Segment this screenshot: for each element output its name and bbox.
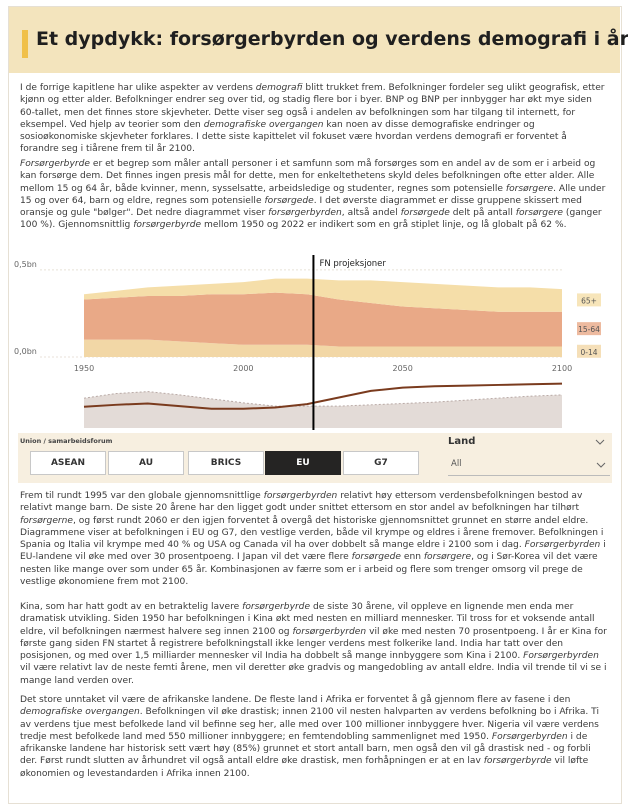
text-run: i EU-landene vil øke med over 30 prosent… (20, 540, 606, 563)
line (83, 391, 563, 407)
slicer-button[interactable]: BRICS (188, 451, 264, 475)
dropdown-label: Land (448, 436, 476, 447)
text-run: vil løfte økonomien og levestandarden i … (20, 756, 589, 779)
text-run: forsørgerne (20, 515, 74, 526)
text-run: forsørgere (423, 552, 472, 563)
text-run: kan noen av disse demografiske endringer… (20, 119, 567, 155)
y-tick-label: 0,0bn (14, 347, 37, 356)
area (84, 391, 562, 428)
text-run: relativt høy ettersom verdensbefolkninge… (20, 491, 583, 514)
text-run: Forsørgerbyrden (491, 731, 568, 742)
text-run: demografi (255, 83, 303, 93)
text-run: er et begrep som måler antall personer i… (20, 159, 596, 194)
text-run: . I det øverste diagrammet er disse grup… (20, 195, 582, 219)
text-run: , og først rundt 2060 er den igjen forve… (20, 515, 604, 551)
text-run: blitt trukket frem. Befolkninger fordele… (20, 83, 605, 130)
slicer-button[interactable]: AU (108, 451, 184, 475)
text-run: demografiske overgangen (20, 707, 140, 718)
area (84, 292, 562, 347)
text-run: . Alle under 15 og over 64, barn og eldr… (20, 183, 606, 206)
paragraph: Forsørgerbyrde er et begrep som måler an… (20, 158, 608, 232)
legend-label: 65+ (581, 296, 597, 305)
text-run: , og i Sør-Korea vil det være nesten lik… (20, 552, 598, 588)
slicer-label: Union / samarbeidsforum (20, 437, 113, 445)
text-run: forsørgerbyrde (242, 602, 311, 612)
text-run: mellom 1950 og 2022 er indikert som en g… (201, 220, 567, 231)
paragraph: I de forrige kapitlene har ulike aspekte… (20, 82, 608, 156)
x-tick-label: 2000 (233, 364, 253, 373)
annotation: FN projeksjoner (319, 259, 386, 269)
text-run: (ganger 100 %). Gjennomsnittlig (20, 208, 602, 231)
area (84, 278, 562, 312)
text-run: delt på antall (449, 208, 516, 219)
x-tick-label: 2100 (552, 364, 572, 373)
chevron (596, 462, 606, 468)
chevron[interactable] (595, 438, 605, 446)
x-tick-label: 1950 (74, 364, 94, 373)
frame (8, 6, 622, 804)
legend-box (577, 322, 601, 336)
text-run: Kina, som har hatt godt av en betrakteli… (20, 602, 243, 612)
text-run: i de afrikanske landene har historisk se… (20, 731, 591, 767)
text-run: Forsørgerbyrden (524, 540, 601, 551)
text-run: forsørgede (264, 195, 314, 206)
text-run: forsørgerbyrde (483, 756, 552, 767)
legend-label: 0-14 (580, 348, 597, 357)
legend-box (577, 293, 601, 307)
area (84, 339, 562, 357)
text-run: forsørgede (351, 552, 401, 563)
text-run: forsørgere (505, 183, 554, 194)
dropdown-value: All (451, 459, 462, 469)
text-run: Forsørgerbyrden (523, 651, 599, 662)
paragraph: Det store unntaket vil være de afrikansk… (20, 694, 608, 780)
chart: 0,0bn 0,5bn 0-14 15-64 65+ 1950 2000 2050 2100 FN… (14, 255, 601, 430)
text-run: vil øke med nesten 70 prosentpoeng. I år… (20, 626, 607, 662)
y-tick-label: 0,5bn (14, 260, 37, 269)
text-run: , altså andel (341, 208, 401, 219)
title: Et dypdykk: forsørgerbyrden og verdens d… (36, 28, 628, 50)
text-run: Det store unntaket vil være de afrikansk… (20, 695, 571, 705)
text-run: forsørgerbyrden (292, 626, 367, 637)
x-tick-label: 2050 (392, 364, 412, 373)
text-run: I de forrige kapitlene har ulike aspekte… (20, 83, 256, 93)
text-run: Forsørgerbyrde (20, 159, 90, 169)
paragraph: Kina, som har hatt godt av en betrakteli… (20, 601, 608, 687)
legend-label: 15-64 (578, 325, 600, 334)
header (9, 7, 620, 73)
title-accent (22, 30, 28, 58)
text-run: forsørgerbyrden (263, 491, 338, 501)
text-run: de siste 30 årene, vil oppleve en lignen… (20, 602, 595, 637)
line (83, 382, 563, 410)
text-run: enn (400, 552, 424, 563)
text-run: forsørgerbyrden (268, 208, 342, 219)
text-run: demografiske overgangen (203, 119, 324, 130)
paragraph: Frem til rundt 1995 var den globale gjen… (20, 490, 608, 588)
dropdown[interactable]: All (448, 455, 610, 476)
text-run: forsørgerbyrde (133, 220, 202, 231)
text-run: forsørgere (515, 208, 563, 219)
slicer: Union / samarbeidsforum Land All ASEAN AU… (18, 433, 612, 483)
legend-box (577, 344, 601, 358)
text-run: Frem til rundt 1995 var den globale gjen… (20, 491, 264, 501)
slicer-button[interactable]: G7 (343, 451, 419, 475)
text-run: . Befolkningen vil øke drastisk; innen 2… (20, 707, 599, 742)
text-run: forsørgede (400, 208, 450, 219)
text-run: vil være relativt lav de neste femti åre… (20, 663, 607, 686)
slicer-button[interactable]: EU (265, 451, 341, 475)
slicer-button[interactable]: ASEAN (30, 451, 106, 475)
